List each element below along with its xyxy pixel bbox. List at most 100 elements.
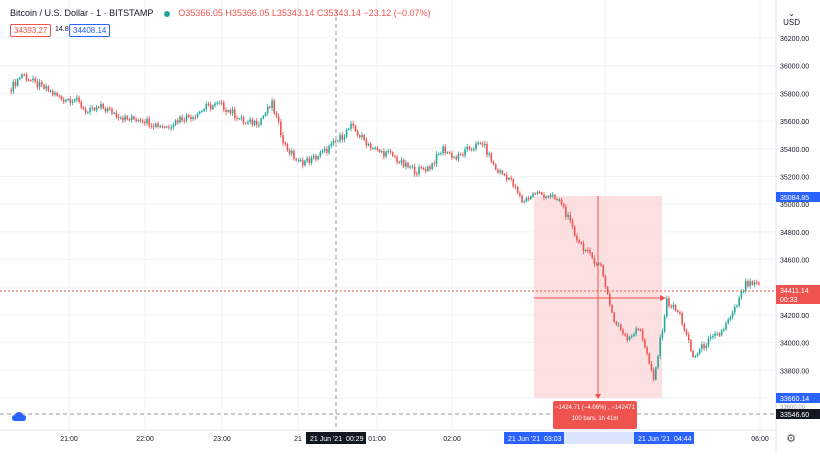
candle-body [95,107,98,111]
candle-body [437,153,440,155]
price-tick-label: 34000.00 [780,341,809,348]
candle-body [398,162,401,164]
candle-body [468,146,471,150]
buy-price-button[interactable]: 34408.14 [69,24,111,37]
candle-body [426,166,429,171]
candle-body [604,276,607,287]
candle-body [396,156,398,163]
candle-body [639,329,642,331]
candle-body [49,90,52,92]
candle-body [98,107,100,109]
candle-body [185,115,188,121]
candle-body [473,149,475,151]
candle-body [242,117,245,124]
candle-body [615,321,618,325]
candle-body [422,167,425,170]
candle-body [23,74,26,76]
partial-price-tick: 33600.00 [780,405,806,411]
price-axis-ticks[interactable]: 36200.00 36000.00 35800.00 35600.00 35400.00… [780,36,809,403]
candle-body [361,135,363,138]
measure-bars-label: 100 bars, 1h 41m [571,416,619,422]
candle-body [141,120,144,122]
candle-body [692,351,694,357]
candle-body [431,163,433,170]
candle-body [595,263,598,265]
candle-body [448,152,451,154]
settings-gear-icon[interactable]: ⚙ [786,433,796,445]
candle-body [93,107,96,111]
crosshair-time-label: 21 Jun '21 00:29 [310,436,364,443]
candle-body [43,84,45,89]
candle-body [376,147,379,150]
candle-body [341,135,344,140]
candle-body [551,194,554,196]
candle-body [718,333,721,336]
candle-body [687,334,690,341]
price-series [10,72,760,382]
candle-body [152,126,155,128]
candle-body [299,160,302,162]
candle-body [534,193,537,195]
candle-body [483,143,486,146]
candle-body [190,116,192,120]
exchange-label[interactable]: BITSTAMP [109,8,154,18]
candle-body [117,116,120,119]
candle-body [593,258,596,264]
candle-body [89,108,91,113]
candle-body [273,100,276,114]
candle-body [76,97,78,100]
candle-body [387,151,390,153]
candle-body [435,154,438,164]
candle-body [209,104,212,110]
measure-tool[interactable] [534,196,666,399]
candle-body [521,195,523,203]
candle-body [365,140,368,146]
candle-body [503,173,506,176]
candle-body [690,340,692,352]
candle-body [80,101,83,108]
candle-body [753,282,756,285]
candle-body [58,95,61,97]
candle-body [247,121,249,124]
candle-body [569,214,572,221]
candle-body [51,90,54,95]
candle-body [562,204,565,207]
symbol-header[interactable]: Bitcoin / U.S. Dollar · 1 · BITSTAMP O35… [10,8,431,18]
candle-body [205,103,208,110]
candle-body [194,117,197,119]
interval-label[interactable]: 1 [96,8,102,18]
candle-body [380,151,383,153]
range-end-label: 21 Jun '21 04:44 [638,436,692,443]
price-tick-label: 34600.00 [780,258,809,265]
candle-body [584,249,587,252]
candle-body [475,143,477,150]
candle-body [481,143,484,146]
currency-selector[interactable]: ⌄ USD [783,9,800,27]
candle-body [738,297,740,306]
candle-body [255,120,258,125]
candle-body [310,157,313,164]
candle-body [567,214,569,217]
candle-body [457,154,460,160]
candle-body [416,173,418,175]
countdown-label: 00:33 [780,297,798,304]
candle-body [124,116,126,121]
price-tick-label: 35800.00 [780,91,809,98]
candle-body [312,155,315,158]
candle-body [73,99,76,102]
measure-high-tag [776,192,820,202]
candle-body [262,115,265,119]
symbol-name[interactable]: Bitcoin / U.S. Dollar [10,8,89,18]
candle-body [538,192,541,194]
crosshair-price-tag [776,409,820,419]
candle-body [679,312,681,314]
candle-body [308,158,311,164]
candle-body [343,136,346,140]
cloud-icon[interactable] [12,412,26,422]
candle-body [661,331,664,338]
sell-price-button[interactable]: 34393.27 [10,24,52,37]
candle-body [429,166,431,170]
ohlc-values: O35366.05 H35366.05 L35343.14 C35343.14 … [178,8,431,18]
